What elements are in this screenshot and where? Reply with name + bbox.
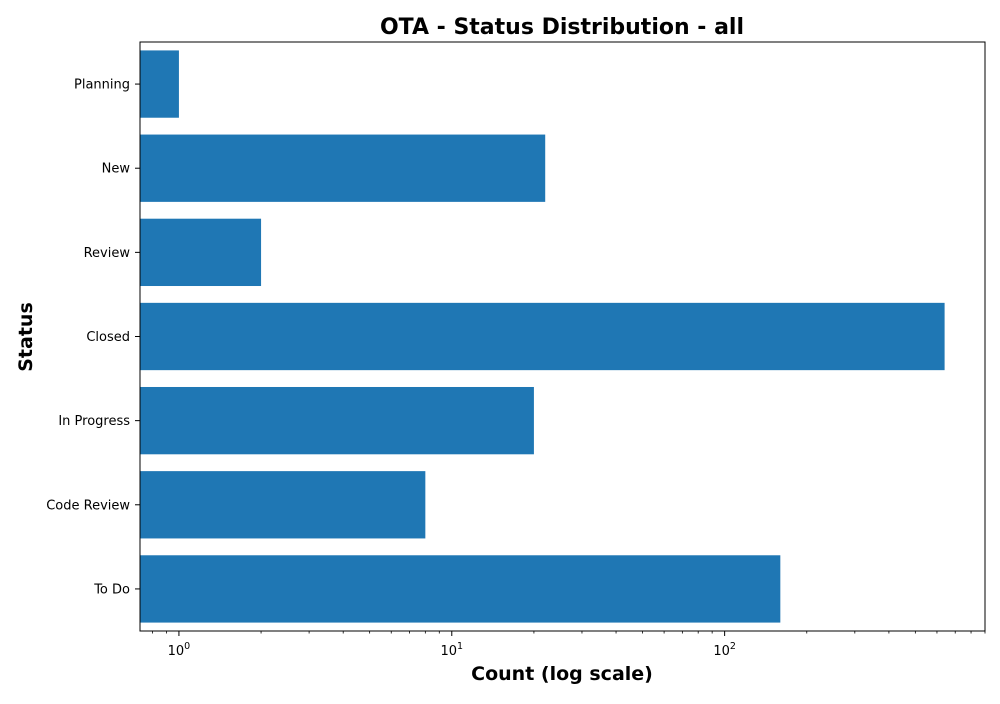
ticks-layer: Planning New Review Closed In Progress Code R…	[46, 78, 986, 659]
bar	[140, 50, 179, 118]
x-tick-exponent: 1	[457, 641, 463, 652]
x-tick-label: 102	[713, 641, 736, 659]
chart-title: OTA - Status Distribution - all	[380, 15, 744, 40]
bar	[140, 302, 945, 371]
x-tick-label: 101	[440, 641, 463, 659]
x-tick-base: 10	[713, 644, 730, 659]
y-tick-label: Closed	[86, 330, 130, 345]
x-tick-base: 10	[168, 644, 185, 659]
y-tick-label: In Progress	[58, 414, 130, 429]
x-tick-exponent: 0	[184, 641, 190, 652]
bar	[140, 555, 781, 623]
bar	[140, 386, 534, 455]
bar	[140, 471, 426, 539]
y-tick-label: New	[102, 162, 131, 177]
y-axis-label: Status	[15, 302, 37, 372]
bars-layer	[140, 50, 945, 623]
bar	[140, 134, 546, 202]
y-tick-label: Planning	[74, 78, 130, 93]
y-tick-label: To Do	[93, 582, 130, 597]
y-tick-label: Review	[84, 246, 131, 261]
y-tick-label: Code Review	[46, 498, 130, 513]
bar	[140, 218, 262, 287]
x-tick-label: 100	[168, 641, 191, 659]
x-tick-base: 10	[440, 644, 457, 659]
x-axis-label: Count (log scale)	[471, 663, 653, 685]
x-tick-exponent: 2	[730, 641, 736, 652]
plot-frame	[139, 41, 986, 632]
